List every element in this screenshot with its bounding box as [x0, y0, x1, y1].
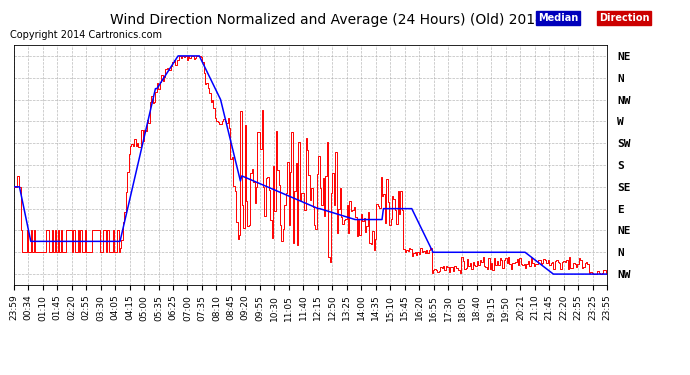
Text: Direction: Direction — [599, 13, 649, 23]
Text: Median: Median — [538, 13, 578, 23]
Text: Copyright 2014 Cartronics.com: Copyright 2014 Cartronics.com — [10, 30, 162, 40]
Text: Wind Direction Normalized and Average (24 Hours) (Old) 20140811: Wind Direction Normalized and Average (2… — [110, 13, 580, 27]
